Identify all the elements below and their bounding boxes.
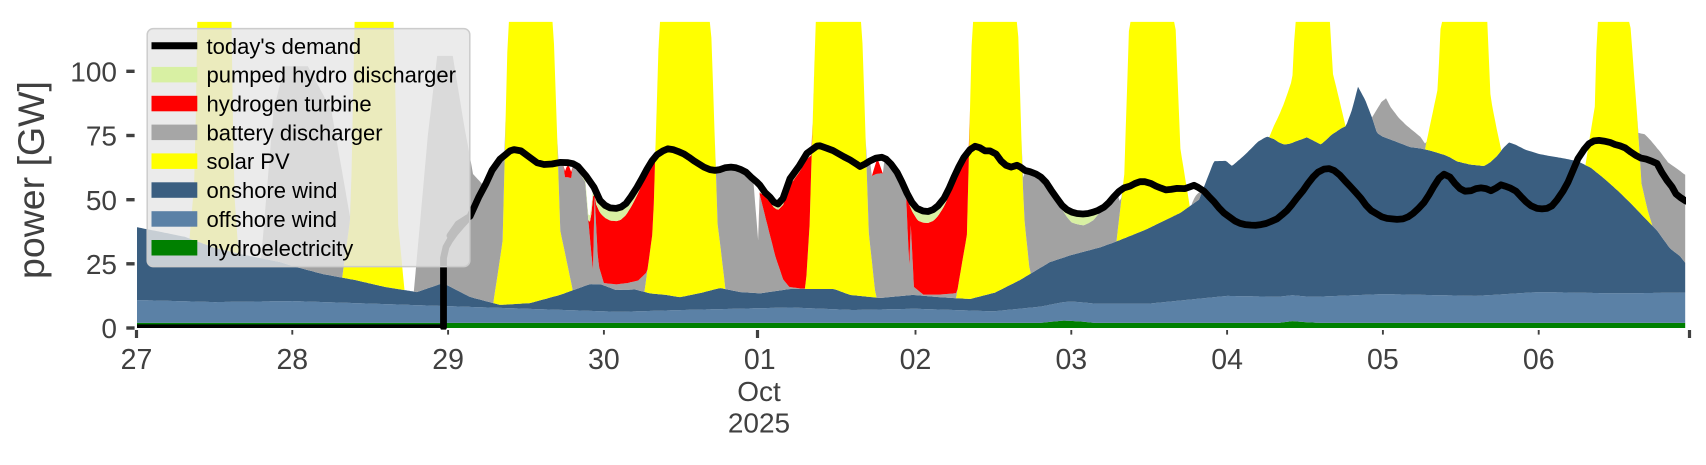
svg-text:solar PV: solar PV <box>207 149 290 174</box>
svg-text:hydrogen turbine: hydrogen turbine <box>207 92 372 117</box>
svg-text:onshore wind: onshore wind <box>207 178 338 203</box>
svg-text:25: 25 <box>86 249 117 280</box>
svg-text:03: 03 <box>1055 344 1087 376</box>
svg-text:0: 0 <box>101 313 117 344</box>
svg-text:2025: 2025 <box>728 407 790 438</box>
svg-text:29: 29 <box>432 344 464 376</box>
svg-text:50: 50 <box>86 185 117 216</box>
svg-text:04: 04 <box>1211 344 1243 376</box>
svg-text:06: 06 <box>1523 344 1555 376</box>
svg-text:power [GW]: power [GW] <box>10 81 52 279</box>
svg-text:75: 75 <box>86 121 117 152</box>
svg-text:27: 27 <box>121 344 153 376</box>
svg-text:28: 28 <box>276 344 308 376</box>
svg-text:battery discharger: battery discharger <box>207 120 383 145</box>
svg-text:offshore wind: offshore wind <box>207 207 337 232</box>
svg-text:02: 02 <box>900 344 932 376</box>
svg-text:pumped hydro discharger: pumped hydro discharger <box>207 63 456 88</box>
svg-text:30: 30 <box>588 344 620 376</box>
svg-text:Oct: Oct <box>737 376 781 407</box>
svg-text:100: 100 <box>70 57 117 88</box>
svg-text:hydroelectricity: hydroelectricity <box>207 236 354 261</box>
svg-text:01: 01 <box>744 344 776 376</box>
svg-text:today's demand: today's demand <box>207 34 362 59</box>
svg-text:05: 05 <box>1367 344 1399 376</box>
